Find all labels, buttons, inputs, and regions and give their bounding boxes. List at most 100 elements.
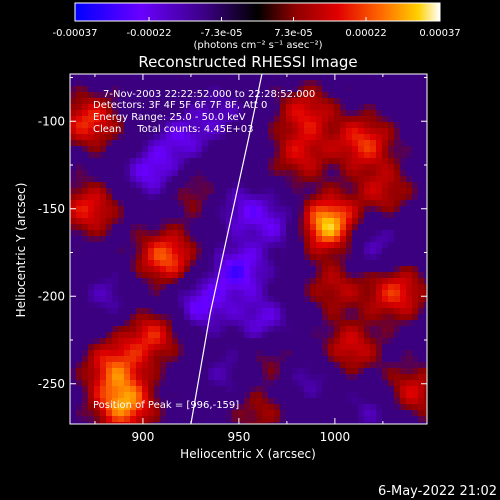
heatmap-cell	[376, 260, 383, 267]
heatmap-cell	[214, 392, 221, 399]
heatmap-cell	[418, 194, 425, 201]
heatmap-cell	[346, 344, 353, 351]
heatmap-cell	[118, 230, 125, 237]
heatmap-cell	[412, 212, 419, 219]
heatmap-cell	[352, 110, 359, 117]
heatmap-cell	[274, 284, 281, 291]
heatmap-cell	[178, 188, 185, 195]
heatmap-cell	[364, 104, 371, 111]
heatmap-cell	[202, 386, 209, 393]
heatmap-cell	[214, 200, 221, 207]
heatmap-cell	[196, 344, 203, 351]
heatmap-cell	[250, 230, 257, 237]
heatmap-cell	[268, 362, 275, 369]
heatmap-cell	[76, 410, 83, 417]
heatmap-cell	[364, 218, 371, 225]
heatmap-cell	[244, 158, 251, 165]
heatmap-cell	[76, 74, 83, 81]
heatmap-cell	[160, 284, 167, 291]
heatmap-cell	[124, 122, 131, 129]
heatmap-cell	[220, 110, 227, 117]
heatmap-cell	[190, 248, 197, 255]
heatmap-cell	[256, 110, 263, 117]
heatmap-cell	[82, 188, 89, 195]
heatmap-cell	[412, 284, 419, 291]
heatmap-cell	[310, 92, 317, 99]
heatmap-cell	[334, 200, 341, 207]
heatmap-cell	[274, 80, 281, 87]
heatmap-cell	[352, 98, 359, 105]
heatmap-cell	[286, 98, 293, 105]
heatmap-cell	[256, 350, 263, 357]
heatmap-cell	[202, 302, 209, 309]
heatmap-cell	[244, 362, 251, 369]
heatmap-cell	[418, 80, 425, 87]
heatmap-cell	[310, 194, 317, 201]
heatmap-cell	[364, 170, 371, 177]
heatmap-cell	[124, 326, 131, 333]
heatmap-cell	[70, 98, 77, 105]
heatmap-cell	[202, 164, 209, 171]
heatmap-cell	[274, 374, 281, 381]
heatmap-cell	[232, 350, 239, 357]
heatmap-cell	[130, 296, 137, 303]
heatmap-cell	[214, 248, 221, 255]
heatmap-cell	[70, 218, 77, 225]
heatmap-cell	[352, 164, 359, 171]
heatmap-cell	[358, 344, 365, 351]
heatmap-cell	[364, 146, 371, 153]
heatmap-cell	[346, 356, 353, 363]
heatmap-cell	[358, 266, 365, 273]
heatmap-cell	[190, 218, 197, 225]
heatmap-cell	[166, 194, 173, 201]
heatmap-cell	[220, 122, 227, 129]
heatmap-cell	[142, 350, 149, 357]
heatmap-cell	[298, 224, 305, 231]
heatmap-cell	[304, 140, 311, 147]
heatmap-cell	[256, 326, 263, 333]
heatmap-cell	[370, 266, 377, 273]
heatmap-cell	[82, 206, 89, 213]
heatmap-cell	[214, 410, 221, 417]
heatmap-cell	[142, 416, 149, 423]
heatmap-cell	[280, 398, 287, 405]
heatmap-cell	[328, 164, 335, 171]
heatmap-cell	[274, 368, 281, 375]
heatmap-cell	[328, 194, 335, 201]
heatmap-cell	[142, 134, 149, 141]
heatmap-cell	[388, 236, 395, 243]
heatmap-cell	[220, 290, 227, 297]
heatmap-cell	[316, 116, 323, 123]
heatmap-cell	[196, 368, 203, 375]
heatmap-cell	[88, 152, 95, 159]
heatmap-cell	[130, 158, 137, 165]
heatmap-cell	[346, 284, 353, 291]
heatmap-cell	[76, 188, 83, 195]
heatmap-cell	[94, 98, 101, 105]
heatmap-cell	[226, 380, 233, 387]
heatmap-cell	[214, 218, 221, 225]
heatmap-cell	[136, 296, 143, 303]
heatmap-cell	[262, 194, 269, 201]
heatmap-cell	[76, 302, 83, 309]
heatmap-cell	[256, 176, 263, 183]
heatmap-cell	[238, 146, 245, 153]
heatmap-cell	[346, 98, 353, 105]
heatmap-cell	[190, 206, 197, 213]
heatmap-cell	[130, 116, 137, 123]
heatmap-cell	[358, 416, 365, 423]
heatmap-cell	[118, 146, 125, 153]
heatmap-cell	[274, 314, 281, 321]
heatmap-cell	[112, 242, 119, 249]
heatmap-cell	[256, 386, 263, 393]
heatmap-cell	[364, 356, 371, 363]
heatmap-cell	[232, 392, 239, 399]
heatmap-cell	[178, 416, 185, 423]
heatmap-cell	[208, 242, 215, 249]
heatmap-cell	[178, 260, 185, 267]
heatmap-cell	[346, 248, 353, 255]
heatmap-cell	[298, 128, 305, 135]
heatmap-cell	[172, 290, 179, 297]
heatmap-cell	[250, 122, 257, 129]
heatmap-cell	[154, 200, 161, 207]
